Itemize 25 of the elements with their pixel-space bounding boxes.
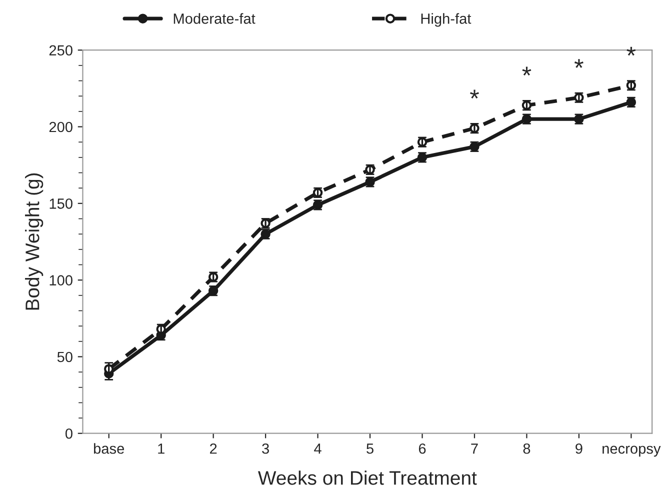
x-axis-title: Weeks on Diet Treatment: [258, 470, 477, 485]
y-tick-label: 150: [50, 198, 72, 209]
y-tick-label: 50: [57, 352, 72, 362]
x-tick-label: necropsy: [602, 446, 661, 457]
x-tick-label: 1: [158, 444, 164, 454]
y-tick-label: 100: [50, 275, 72, 286]
x-tick-label: base: [94, 443, 124, 454]
x-tick-label: 3: [262, 443, 269, 454]
x-tick-label: 7: [471, 444, 478, 454]
y-tick-label: 250: [49, 45, 72, 56]
x-tick-label: 5: [366, 444, 374, 454]
y-tick-label: 0: [65, 428, 72, 439]
x-tick-label: 6: [418, 443, 426, 454]
x-tick-label: 2: [210, 443, 217, 454]
x-tick-label: 9: [576, 443, 582, 454]
x-tick-label: 8: [523, 443, 530, 454]
legend-label: Moderate-fat: [174, 13, 256, 24]
data-label: *: [470, 90, 479, 99]
data-label: *: [522, 66, 532, 76]
legend-label: High-fat: [421, 13, 472, 27]
y-axis-title: Body Weight (g): [25, 173, 44, 310]
x-tick-label: 4: [314, 444, 322, 454]
data-label: *: [626, 46, 636, 56]
y-tick-label: 200: [49, 122, 72, 132]
data-label: *: [574, 59, 584, 68]
